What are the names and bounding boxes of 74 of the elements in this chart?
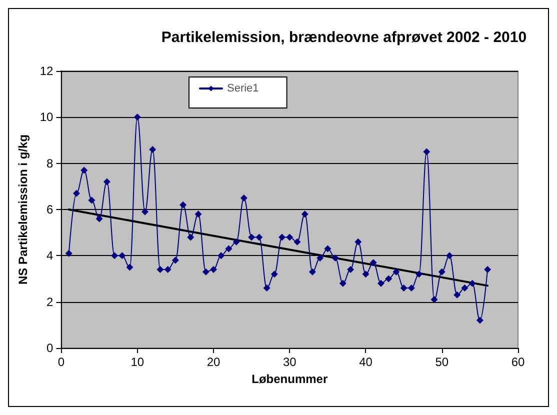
point	[392, 268, 400, 276]
point	[385, 275, 392, 282]
point	[96, 215, 103, 222]
x-tick-label: 60	[511, 355, 525, 369]
x-axis-title: Løbenummer	[252, 372, 328, 386]
point	[446, 252, 453, 260]
point	[461, 284, 468, 292]
point	[423, 148, 430, 156]
point	[263, 284, 270, 292]
point	[218, 252, 225, 260]
point	[484, 266, 492, 274]
y-tick-label: 6	[46, 202, 54, 216]
x-tick-label: 50	[435, 355, 449, 369]
point	[301, 210, 308, 218]
x-tick-label: 20	[206, 355, 220, 369]
y-tick-label: 12	[40, 64, 54, 78]
point	[278, 234, 286, 241]
point	[430, 296, 438, 304]
point	[286, 234, 294, 241]
x-tick-label: 30	[282, 355, 297, 369]
point	[408, 284, 415, 292]
point	[308, 268, 316, 276]
point	[362, 270, 370, 278]
x-tick-label: 40	[359, 355, 373, 369]
point	[141, 208, 148, 216]
point	[240, 194, 248, 202]
point	[103, 178, 110, 186]
point	[172, 256, 179, 264]
point	[118, 252, 126, 260]
point	[256, 234, 263, 241]
legend-label: Serie1	[227, 82, 259, 94]
point	[248, 234, 256, 241]
point	[80, 166, 88, 174]
y-tick-label: 2	[46, 294, 54, 309]
point	[149, 146, 156, 153]
point	[438, 268, 446, 276]
y-tick-label: 0	[46, 341, 54, 355]
point	[370, 259, 377, 266]
point	[468, 280, 476, 287]
point	[210, 266, 217, 274]
point	[126, 264, 134, 271]
point	[294, 238, 301, 246]
point	[347, 266, 354, 274]
x-tick-label: 0	[58, 355, 65, 369]
point	[180, 201, 187, 208]
y-tick-label: 8	[46, 156, 54, 170]
point	[339, 280, 346, 287]
point	[316, 254, 324, 262]
point	[377, 280, 384, 287]
point	[476, 316, 484, 324]
chart-title: Partikelemission, brændeovne afprøvet 2002 - 2010	[161, 29, 527, 46]
point	[134, 114, 141, 121]
point	[332, 254, 339, 262]
point	[400, 284, 408, 292]
point	[454, 291, 461, 298]
point	[225, 245, 232, 252]
point	[72, 190, 80, 197]
y-tick-label: 10	[40, 110, 54, 124]
point	[194, 210, 202, 218]
point	[354, 238, 362, 246]
point	[156, 266, 164, 274]
point	[202, 268, 210, 276]
point	[324, 245, 332, 252]
point	[416, 270, 423, 278]
x-tick-label: 10	[130, 355, 144, 369]
point	[111, 252, 118, 260]
point	[88, 196, 96, 204]
y-axis-title: NS Partikelemission i g/kg	[16, 134, 30, 285]
point	[232, 238, 240, 246]
point	[270, 270, 278, 278]
point	[187, 234, 194, 241]
y-tick-label: 4	[46, 248, 54, 263]
point	[164, 266, 172, 274]
point	[65, 250, 72, 257]
